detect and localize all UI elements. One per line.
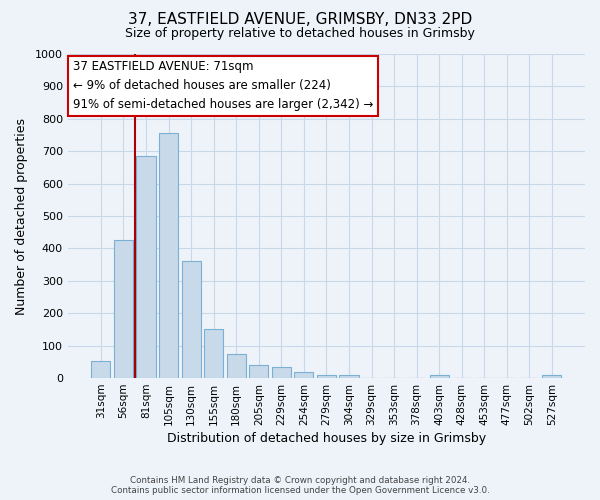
Text: Contains HM Land Registry data © Crown copyright and database right 2024.
Contai: Contains HM Land Registry data © Crown c…: [110, 476, 490, 495]
Bar: [136, 156, 155, 378]
Bar: [340, 375, 359, 378]
Text: 37, EASTFIELD AVENUE, GRIMSBY, DN33 2PD: 37, EASTFIELD AVENUE, GRIMSBY, DN33 2PD: [128, 12, 472, 28]
Bar: [182, 261, 200, 378]
Bar: [91, 361, 110, 378]
X-axis label: Distribution of detached houses by size in Grimsby: Distribution of detached houses by size …: [167, 432, 486, 445]
Bar: [204, 329, 223, 378]
Bar: [114, 240, 133, 378]
Y-axis label: Number of detached properties: Number of detached properties: [15, 118, 28, 314]
Bar: [430, 375, 449, 378]
Text: 37 EASTFIELD AVENUE: 71sqm
← 9% of detached houses are smaller (224)
91% of semi: 37 EASTFIELD AVENUE: 71sqm ← 9% of detac…: [73, 60, 373, 112]
Bar: [272, 368, 291, 378]
Bar: [542, 376, 562, 378]
Bar: [227, 354, 246, 378]
Bar: [249, 365, 268, 378]
Bar: [294, 372, 313, 378]
Bar: [317, 375, 336, 378]
Bar: [159, 132, 178, 378]
Text: Size of property relative to detached houses in Grimsby: Size of property relative to detached ho…: [125, 28, 475, 40]
